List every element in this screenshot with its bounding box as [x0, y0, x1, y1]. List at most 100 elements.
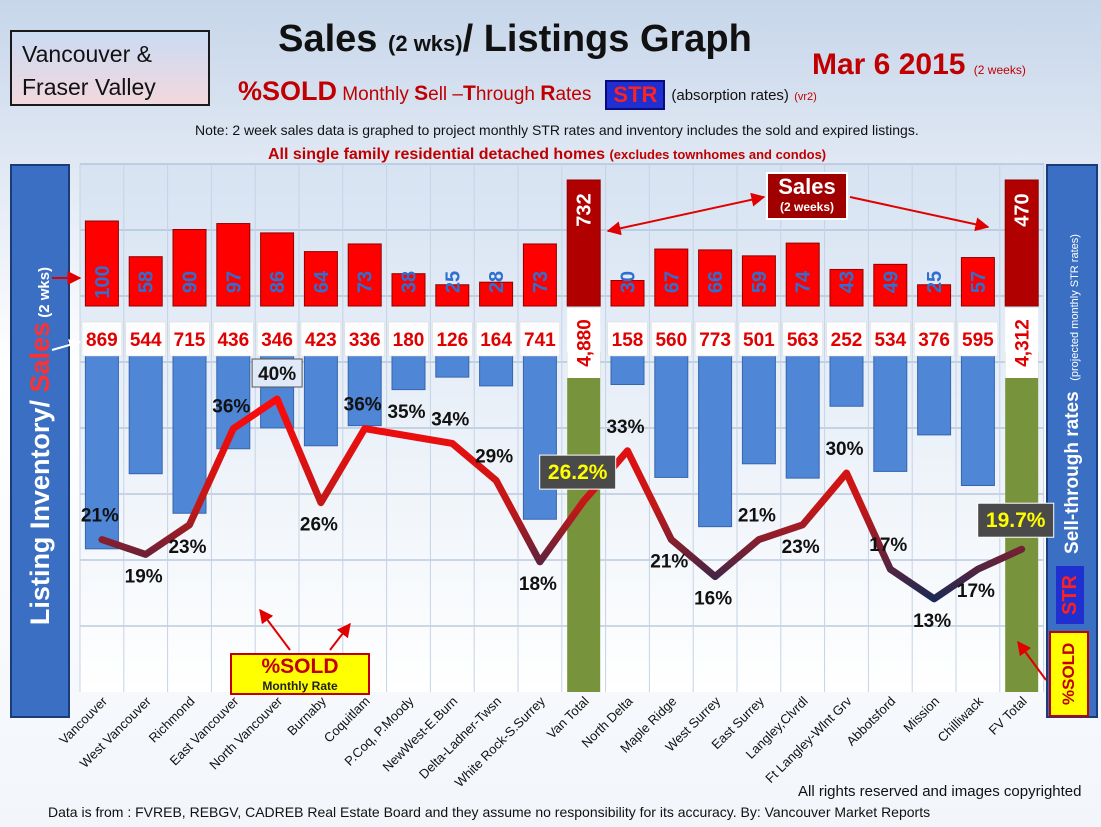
x-axis-label: Chilliwack — [935, 693, 987, 745]
inventory-label-box — [432, 321, 473, 357]
inventory-bar — [347, 347, 382, 427]
inventory-label-box — [519, 321, 561, 357]
date-main: Mar 6 2015 — [812, 48, 966, 81]
sales-label: 66 — [705, 271, 727, 293]
sales-callout: Sales (2 weeks) — [766, 172, 848, 220]
pct-label: 36% — [212, 397, 250, 418]
sales-callout-line1: Sales — [778, 174, 836, 199]
inventory-label: 773 — [699, 330, 731, 351]
inventory-bar — [741, 347, 776, 465]
sold-badge-line1: %SOLD — [261, 655, 339, 678]
inventory-label-box — [475, 321, 517, 357]
inventory-bar — [698, 347, 733, 528]
x-axis-label: Delta-Ladner-Twsn — [416, 694, 504, 782]
scope-text: All single family residential detached h… — [268, 146, 826, 164]
subtitle-hrough: hrough — [475, 84, 541, 105]
sales-label: 64 — [311, 270, 333, 293]
pct-label: 40% — [258, 364, 296, 385]
pct-label-box — [251, 358, 303, 388]
pct-label: 26.2% — [548, 461, 608, 484]
inventory-label-box — [169, 321, 210, 357]
subtitle: %SOLD Monthly Sell –Through Rates STR (abs… — [238, 76, 817, 110]
pct-label: 19% — [125, 566, 163, 587]
inventory-bar — [84, 347, 119, 550]
pct-label: 21% — [738, 506, 776, 527]
sales-label: 732 — [574, 193, 596, 226]
sales-bar — [216, 223, 251, 307]
inventory-label-box — [738, 321, 780, 357]
sales-bar — [128, 256, 163, 307]
pct-label: 30% — [825, 439, 863, 460]
inventory-label: 501 — [743, 330, 775, 351]
sales-bar — [172, 229, 207, 307]
inventory-label: 126 — [436, 330, 468, 351]
scope-paren: (excludes townhomes and condos) — [609, 147, 827, 162]
sales-bar — [522, 243, 557, 307]
inventory-label-box — [957, 321, 999, 357]
inventory-label-box — [125, 321, 166, 357]
sold-badge-line2: Monthly Rate — [262, 679, 338, 693]
sales-label: 49 — [880, 271, 902, 293]
subtitle-t: T — [462, 82, 476, 105]
inventory-label-box — [344, 321, 385, 357]
subtitle-ates: ates — [555, 84, 592, 105]
source-text: Data is from : FVREB, REBGV, CADREB Real… — [48, 804, 931, 820]
inventory-label-box — [913, 321, 955, 357]
sales-label: 73 — [355, 271, 377, 293]
title-main: Sales — [278, 18, 389, 60]
inventory-label: 715 — [174, 330, 206, 351]
inventory-label-box — [651, 321, 692, 357]
title-rest: / Listings Graph — [462, 18, 752, 60]
pct-sold-labels: 21%19%23%36%40%26%36% 35% 34%29%18%26.2%33… — [81, 358, 1055, 632]
sales-arrow-left — [606, 192, 766, 236]
inventory-label-box — [300, 321, 342, 357]
inventory-label: 180 — [393, 330, 425, 351]
inventory-label: 544 — [130, 330, 162, 351]
sales-bar — [479, 281, 514, 307]
pct-label: 21% — [81, 506, 119, 527]
sales-label: 28 — [486, 271, 508, 293]
inventory-label: 534 — [874, 330, 906, 351]
inventory-label: 158 — [612, 330, 644, 351]
sales-label: 100 — [92, 265, 114, 298]
x-axis-label: Mission — [900, 694, 942, 736]
inventory-label-box — [782, 321, 823, 357]
scope-main: All single family residential detached h… — [268, 146, 610, 163]
sales-bar — [741, 255, 776, 307]
sales-label: 38 — [399, 271, 421, 293]
inventory-bar — [303, 347, 338, 447]
inventory-label: 563 — [787, 330, 819, 351]
inventory-label-box — [567, 308, 601, 378]
sales-label: 90 — [180, 271, 202, 293]
inventory-bar — [654, 347, 689, 478]
pct-label: 23% — [782, 537, 820, 558]
sales-bar — [435, 284, 470, 307]
report-date: Mar 6 2015 (2 weeks) — [812, 48, 1026, 82]
sales-bar — [654, 248, 689, 307]
sales-label: 97 — [223, 271, 245, 293]
title-paren: (2 wks) — [388, 31, 463, 56]
inventory-bar — [522, 347, 557, 520]
sales-bar — [566, 179, 601, 307]
pct-label: 17% — [957, 581, 995, 602]
sales-bar — [347, 243, 382, 307]
sales-labels: 100 58 90 97 86 64 73 38 25 28 73 732 30 67 66 59 74 43 49… — [92, 193, 1034, 298]
sales-arrow-right — [849, 196, 990, 232]
inventory-bar — [785, 347, 820, 479]
inventory-label: 164 — [480, 330, 512, 351]
pct-label-box — [539, 454, 617, 490]
pct-label: 33% — [606, 417, 644, 438]
sold-arrow-right — [329, 622, 351, 651]
inventory-label-box — [213, 321, 254, 357]
sales-label: 67 — [661, 271, 683, 293]
subtitle-absorption: (absorption rates) — [671, 87, 789, 104]
inventory-label: 376 — [918, 330, 950, 351]
inventory-label-box — [81, 321, 123, 357]
date-note: (2 weeks) — [973, 63, 1026, 77]
subtitle-ell: ell – — [428, 84, 463, 105]
region-line2: Fraser Valley — [22, 74, 156, 100]
rights-text: All rights reserved and images copyright… — [798, 783, 1082, 800]
region-box: Vancouver & Fraser Valley — [10, 30, 210, 106]
pct-label: 26% — [300, 515, 338, 536]
inventory-label-box — [256, 321, 298, 357]
